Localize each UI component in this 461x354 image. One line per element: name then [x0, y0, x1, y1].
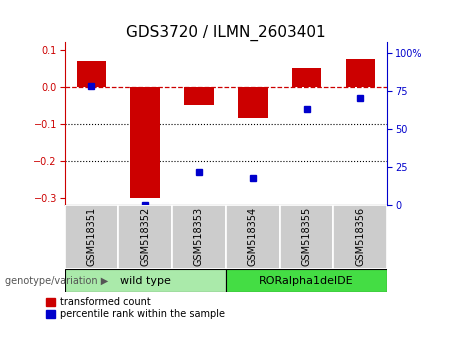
- Bar: [77, 61, 106, 87]
- Bar: [226, 269, 387, 292]
- Bar: [333, 205, 387, 269]
- Bar: [346, 59, 375, 87]
- Bar: [292, 68, 321, 87]
- Text: RORalpha1delDE: RORalpha1delDE: [259, 275, 354, 286]
- Bar: [65, 205, 118, 269]
- Text: wild type: wild type: [120, 275, 171, 286]
- Title: GDS3720 / ILMN_2603401: GDS3720 / ILMN_2603401: [126, 25, 326, 41]
- Bar: [280, 205, 333, 269]
- Text: GSM518354: GSM518354: [248, 207, 258, 266]
- Text: GSM518353: GSM518353: [194, 207, 204, 266]
- Legend: transformed count, percentile rank within the sample: transformed count, percentile rank withi…: [47, 297, 225, 319]
- Bar: [172, 205, 226, 269]
- Text: genotype/variation ▶: genotype/variation ▶: [5, 275, 108, 286]
- Bar: [184, 87, 214, 105]
- Bar: [118, 205, 172, 269]
- Bar: [130, 87, 160, 198]
- Text: GSM518356: GSM518356: [355, 207, 366, 266]
- Text: GSM518352: GSM518352: [140, 207, 150, 267]
- Bar: [65, 269, 226, 292]
- Text: GSM518351: GSM518351: [86, 207, 96, 266]
- Text: GSM518355: GSM518355: [301, 207, 312, 267]
- Bar: [238, 87, 267, 118]
- Bar: [226, 205, 280, 269]
